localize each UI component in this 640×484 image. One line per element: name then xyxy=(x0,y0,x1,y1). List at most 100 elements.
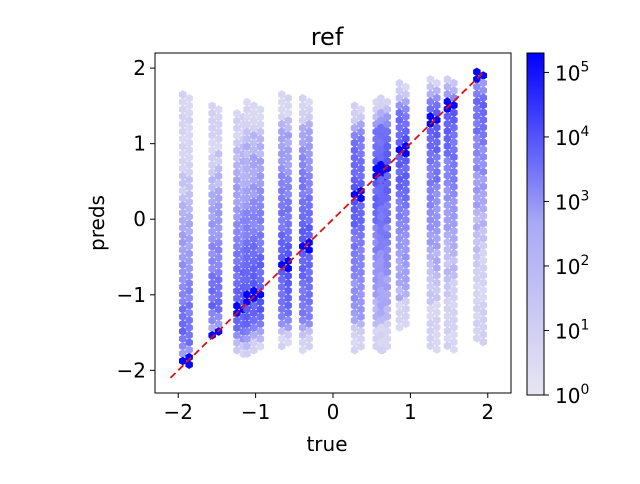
hexbin-cell xyxy=(450,212,458,221)
hexbin-cell xyxy=(214,312,223,322)
hexbin-cell xyxy=(473,267,481,276)
hexbin-cell xyxy=(305,97,313,107)
hexbin-cell xyxy=(395,93,404,103)
hexbin-cell xyxy=(383,319,391,329)
hexbin-cell xyxy=(402,312,410,321)
hexbin-cell xyxy=(377,279,385,288)
hexbin-cell xyxy=(479,123,487,132)
hexbin-cell xyxy=(179,312,187,321)
hexbin-cell xyxy=(179,327,187,336)
hexbin-cell xyxy=(426,141,435,151)
hexbin-cell xyxy=(395,160,404,169)
hexbin-cell xyxy=(284,138,292,147)
hexbin-cell xyxy=(305,193,313,203)
hexbin-cell xyxy=(473,200,481,210)
hexbin-cell xyxy=(179,253,187,262)
hexbin-cell xyxy=(433,234,441,243)
hexbin-cell xyxy=(357,260,365,270)
hexbin-cell xyxy=(433,249,441,258)
hexbin-cell xyxy=(473,304,481,313)
hexbin-cell xyxy=(473,326,481,336)
hexbin-cell xyxy=(214,157,223,166)
hexbin-cell xyxy=(443,267,452,277)
hexbin-cell xyxy=(383,282,391,292)
hexbin-cell xyxy=(377,116,385,125)
hexbin-cell xyxy=(250,220,258,229)
hexbin-cell xyxy=(250,101,258,111)
hexbin-cell xyxy=(443,282,452,291)
hexbin-cell xyxy=(278,253,286,262)
hexbin-cell xyxy=(357,179,365,188)
hexbin-cell xyxy=(233,146,241,155)
y-tick-label: 1 xyxy=(133,132,146,156)
hexbin-cell xyxy=(305,201,313,210)
hexbin-cell xyxy=(433,271,441,280)
hexbin-cell xyxy=(208,138,216,148)
hexbin-cell xyxy=(305,260,313,270)
hexbin-cell xyxy=(450,86,458,95)
hexbin-cell xyxy=(299,108,307,118)
hexbin-cell xyxy=(350,264,359,273)
hexbin-cell xyxy=(377,227,385,236)
hexbin-cell xyxy=(256,305,265,314)
hexbin-cell xyxy=(179,112,187,122)
hexbin-cell xyxy=(426,193,435,203)
hexbin-cell xyxy=(233,138,241,148)
hexbin-cell xyxy=(208,175,216,185)
hexbin-cell xyxy=(395,115,404,125)
hexbin-cell xyxy=(299,323,307,332)
hexbin-cell xyxy=(278,142,286,151)
hexbin-cell xyxy=(357,245,365,255)
hexbin-cell xyxy=(377,271,385,281)
hexbin-cell xyxy=(278,267,286,277)
hexbin-cell xyxy=(473,134,481,143)
hexbin-cell xyxy=(250,257,258,266)
hexbin-cell xyxy=(426,82,435,92)
hexbin-cell xyxy=(284,116,292,125)
hexbin-cell xyxy=(256,171,265,181)
hexbin-cell xyxy=(185,160,193,170)
hexbin-cell xyxy=(402,297,410,306)
hexbin-cell xyxy=(426,230,435,240)
hexbin-cell xyxy=(233,168,241,177)
hexbin-cell xyxy=(433,189,441,199)
hexbin-cell xyxy=(395,278,404,288)
hexbin-cell xyxy=(214,260,223,270)
hexbin-cell xyxy=(299,279,307,288)
hexbin-cell xyxy=(479,189,487,199)
hexbin-cell xyxy=(377,345,385,355)
hexbin-cell xyxy=(357,127,365,137)
hexbin-cell xyxy=(443,97,452,106)
hexbin-cell xyxy=(350,294,359,303)
hexbin-cell xyxy=(443,304,452,314)
hexbin-cell xyxy=(208,279,216,288)
hexbin-cell xyxy=(383,164,391,173)
hexbin-cell xyxy=(305,341,313,351)
hexbin-cell xyxy=(350,153,359,162)
hexbin-cell xyxy=(426,97,435,106)
hexbin-cell xyxy=(305,142,313,151)
hexbin-cell xyxy=(479,308,487,317)
hexbin-cell xyxy=(402,193,410,203)
hexbin-cell xyxy=(284,279,292,288)
hexbin-cell xyxy=(233,338,241,348)
hexbin-cell xyxy=(179,282,187,292)
hexbin-cell xyxy=(250,338,258,347)
hexbin-cell xyxy=(214,134,223,144)
hexbin-cell xyxy=(233,109,241,118)
hexbin-cell xyxy=(357,208,365,218)
hexbin-cell xyxy=(299,286,307,295)
hexbin-cell xyxy=(284,190,292,199)
hexbin-cell xyxy=(383,230,391,240)
hexbin-cell xyxy=(350,279,359,288)
hexbin-cell xyxy=(350,109,359,118)
hexbin-cell xyxy=(433,86,441,95)
hexbin-cell xyxy=(377,316,385,325)
hexbin-cell xyxy=(214,253,223,262)
hexbin-cell xyxy=(305,105,313,114)
hexbin-cell xyxy=(233,131,241,140)
hexbin-cell xyxy=(214,105,223,114)
hexbin-cell xyxy=(243,171,251,181)
hexbin-cell xyxy=(256,297,265,307)
hexbin-cell xyxy=(433,138,441,147)
